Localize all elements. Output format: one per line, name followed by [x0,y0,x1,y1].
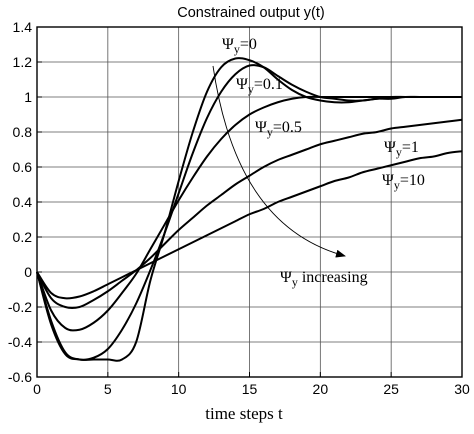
x-tick-label: 25 [383,381,399,397]
y-tick-label: 1.4 [13,19,33,35]
y-tick-label: 1 [24,89,32,105]
y-tick-label: -0.4 [8,334,32,350]
series-line-1 [36,64,462,361]
chart-title: Constrained output y(t) [177,5,325,21]
tick-labels: 0 5 10 15 20 25 30 -0.6 -0.4 -0.2 0 0.2 0.4 0.6 0.8 1 1.… [8,19,470,397]
series-label-psi-0: Ψy=0 [222,36,257,56]
x-tick-label: 20 [313,381,329,397]
series-label-psi-0.5: Ψy=0.5 [255,119,302,139]
y-tick-label: 1.2 [13,54,33,70]
series-label-psi-0.1: Ψy=0.1 [236,76,283,96]
grid [36,26,463,378]
increasing-arrow-path [212,65,346,258]
series-lines [36,57,463,362]
x-tick-label: 15 [242,381,258,397]
y-tick-label: 0 [24,264,32,280]
y-tick-label: -0.2 [8,299,32,315]
y-tick-label: 0.4 [13,194,33,210]
series-line-4 [36,150,463,300]
x-axis-label: time steps t [205,404,283,423]
y-tick-label: -0.6 [8,369,32,385]
y-tick-label: 0.2 [13,229,33,245]
y-tick-label: 0.8 [13,124,33,140]
series-line-3 [36,118,463,309]
axes [36,26,463,378]
series-label-psi-10: Ψy=10 [382,172,425,192]
x-tick-label: 10 [171,381,187,397]
increasing-arrow [212,65,346,258]
x-tick-label: 0 [33,381,41,397]
series-label-psi-1: Ψy=1 [384,139,419,159]
y-tick-label: 0.6 [13,159,33,175]
x-tick-label: 5 [104,381,112,397]
annotation-psi-increasing: Ψy increasing [280,269,368,289]
series-line-2 [36,95,462,332]
x-tick-label: 30 [454,381,470,397]
